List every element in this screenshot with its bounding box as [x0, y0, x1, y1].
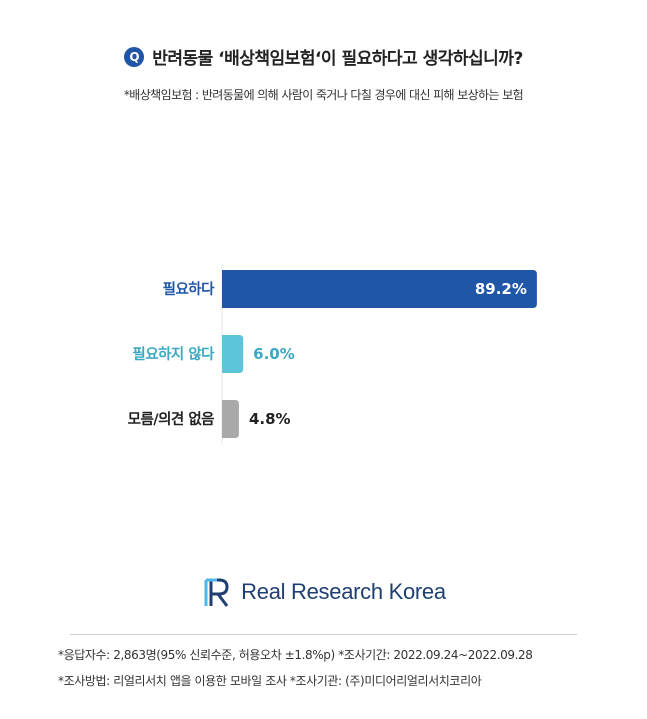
header: Q 반려동물 ‘배상책임보험‘이 필요하다고 생각하십니까?	[0, 44, 647, 69]
value-label-0: 89.2%	[475, 280, 527, 298]
bar-chart: 필요하다 89.2% 필요하지 않다 6.0% 모름/의견 없음 4.8%	[128, 264, 537, 444]
question-title: Q 반려동물 ‘배상책임보험‘이 필요하다고 생각하십니까?	[124, 44, 523, 69]
logo: Real Research Korea	[0, 576, 647, 608]
question-text: 반려동물 ‘배상책임보험‘이 필요하다고 생각하십니까?	[152, 49, 523, 69]
value-label-1: 6.0%	[253, 345, 295, 363]
category-label-0: 필요하다	[163, 280, 216, 298]
bar-1	[222, 335, 244, 373]
bar-2	[222, 400, 239, 438]
footer-divider	[70, 634, 577, 635]
real-research-logo-icon	[204, 578, 229, 607]
footer-line-1: *응답자수: 2,863명(95% 신뢰수준, 허용오차 ±1.8%p) *조사…	[58, 648, 533, 662]
logo-text: Real Research Korea	[241, 579, 446, 604]
q-badge-icon: Q	[124, 46, 145, 67]
category-label-2: 모름/의견 없음	[128, 410, 215, 428]
value-label-2: 4.8%	[249, 410, 291, 428]
subtitle: *배상책임보험 : 반려동물에 의해 사람이 죽거나 다칠 경우에 대신 피해 …	[123, 88, 524, 102]
footer-line-2: *조사방법: 리얼리서치 앱을 이용한 모바일 조사 *조사기관: (주)미디어…	[58, 674, 482, 688]
bar-0	[222, 270, 537, 308]
category-label-1: 필요하지 않다	[132, 345, 215, 363]
